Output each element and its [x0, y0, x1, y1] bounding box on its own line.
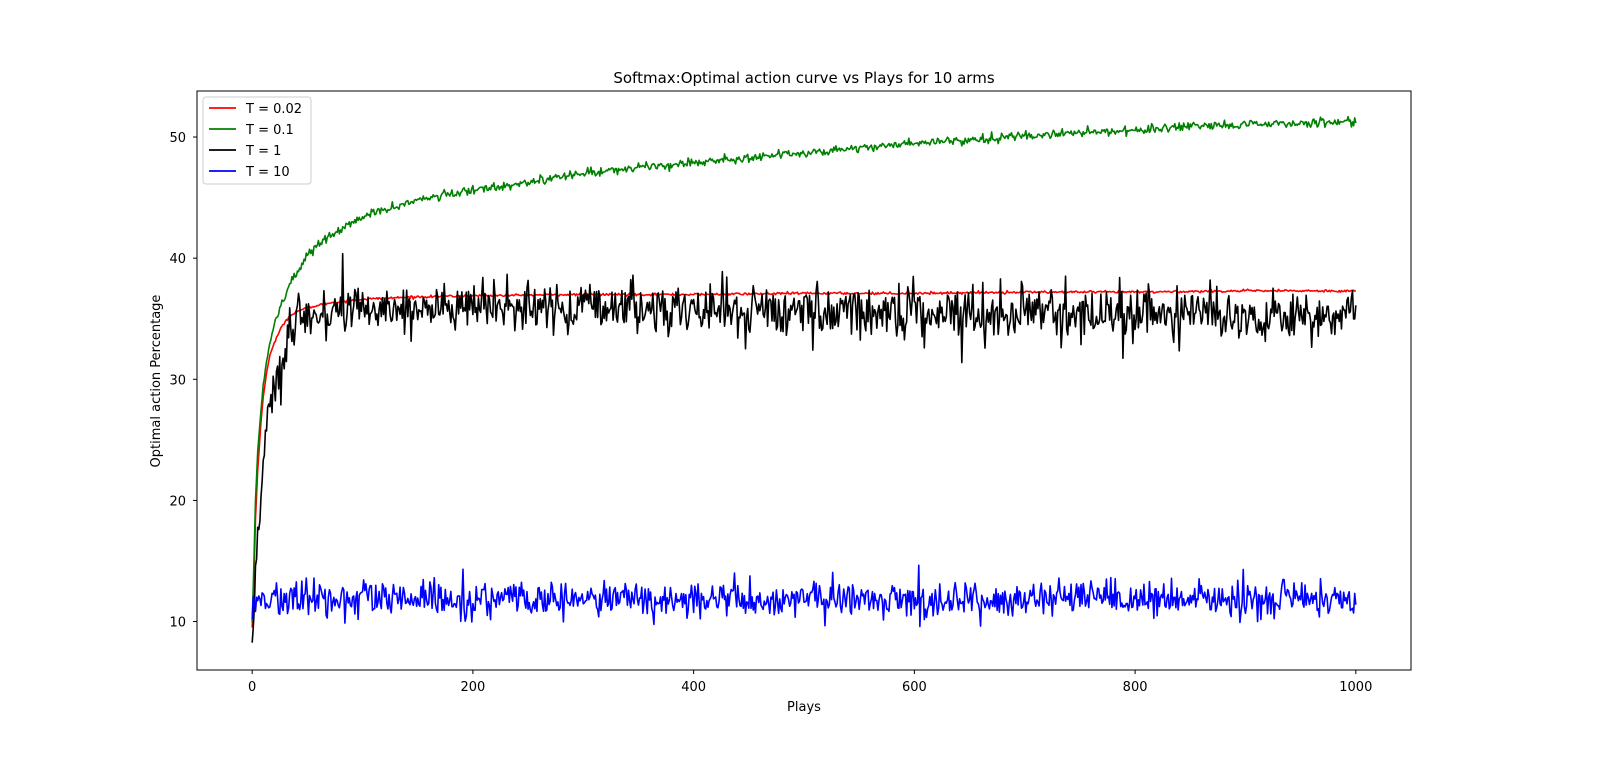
legend-box	[202, 96, 312, 185]
x-tick-label: 0	[248, 680, 256, 695]
plot-frame	[196, 90, 1412, 671]
y-axis: 10 20 30 40 50	[169, 131, 197, 631]
series-line-3	[251, 252, 1357, 643]
x-tick-label: 1000	[1339, 680, 1372, 695]
y-tick-label: 10	[169, 616, 186, 631]
x-tick-label: 400	[681, 680, 706, 695]
series-group	[251, 115, 1357, 643]
x-axis: 0 200 400 600 800 1000	[248, 670, 1372, 695]
y-tick-label: 40	[169, 252, 186, 267]
series-line-4	[251, 564, 1357, 628]
legend-label: T = 10	[245, 165, 290, 180]
y-tick-label: 50	[169, 131, 186, 146]
y-tick-label: 20	[169, 494, 186, 509]
x-axis-label: Plays	[787, 700, 821, 715]
legend-label: T = 0.1	[245, 123, 294, 138]
series-line-2	[251, 115, 1357, 623]
plot-area	[196, 90, 1412, 671]
x-tick-label: 800	[1123, 680, 1148, 695]
y-tick-label: 30	[169, 373, 186, 388]
chart-title: Softmax:Optimal action curve vs Plays fo…	[613, 69, 994, 87]
legend-label: T = 0.02	[245, 102, 302, 117]
x-tick-label: 600	[902, 680, 927, 695]
x-tick-label: 200	[460, 680, 485, 695]
y-axis-label: Optimal action Percentage	[149, 295, 164, 468]
legend-label: T = 1	[245, 144, 281, 159]
legend: T = 0.02 T = 0.1 T = 1 T = 10	[202, 96, 312, 185]
plot-background	[197, 91, 1411, 670]
